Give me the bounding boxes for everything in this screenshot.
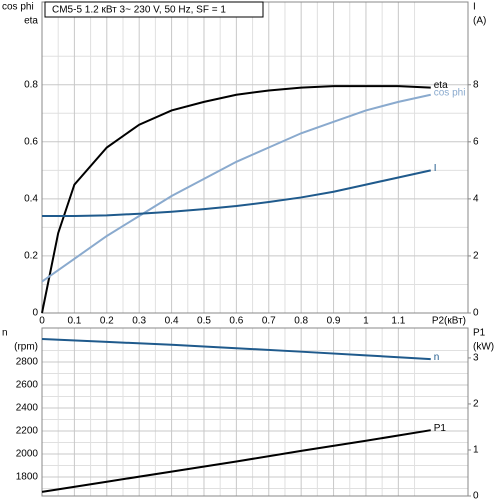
x-tick-label: 0.3 [132,316,146,327]
x-tick-label: 0.4 [165,316,179,327]
y-axis-label: eta [24,16,38,27]
series-line [42,169,431,217]
series-line [41,85,431,314]
y-tick-label: 2400 [16,403,39,414]
y2-tick-label: 2 [473,251,479,262]
series-label: P1 [434,423,447,434]
y-tick-label: 0.8 [24,79,38,90]
plot-area [42,2,468,313]
y2-tick-label: 2 [473,399,479,410]
y2-tick-label: 6 [473,136,479,147]
y2-axis-label: P1 [473,328,486,339]
y2-axis-label: (A) [473,16,486,27]
chart-title: CM5-5 1.2 кВт 3~ 230 V, 50 Hz, SF = 1 [52,5,226,16]
y-axis-label: (rpm) [14,342,38,353]
y-tick-label: 2600 [16,380,39,391]
series-line [41,93,431,283]
series-label: cos phi [434,87,466,98]
y2-tick-label: 1 [473,445,479,456]
y2-axis-label: I [473,2,476,13]
y-tick-label: 0 [32,308,38,319]
y2-tick-label: 0 [473,491,479,500]
series-line [41,338,431,361]
y2-axis-label: (kW) [473,342,494,353]
y-axis-label: cos phi [2,2,34,13]
y2-tick-label: 8 [473,79,479,90]
x-axis-label: P2(кВт) [432,316,466,327]
x-tick-label: 1.1 [391,316,405,327]
x-tick-label: 0.5 [197,316,211,327]
series-line [41,429,431,493]
x-tick-label: 0.8 [294,316,308,327]
series-label: I [434,163,437,174]
y-tick-label: 2800 [16,357,39,368]
y2-tick-label: 4 [473,194,479,205]
x-tick-label: 0.1 [67,316,81,327]
plot-border [41,327,469,497]
x-tick-label: 1 [363,316,369,327]
y-tick-label: 0.6 [24,136,38,147]
x-tick-label: 0.2 [100,316,114,327]
x-tick-label: 0 [39,316,45,327]
plot-area [42,328,468,496]
x-tick-label: 0.6 [229,316,243,327]
y-tick-label: 0.4 [24,194,38,205]
series-label: n [434,352,440,363]
y2-tick-label: 3 [473,353,479,364]
y-axis-label: n [2,328,8,339]
series-label: eta [434,80,448,91]
title-box [44,1,264,18]
y2-tick-label: 0 [473,308,479,319]
y-tick-label: 2200 [16,426,39,437]
x-tick-label: 0.7 [262,316,276,327]
y-tick-label: 1800 [16,472,39,483]
y-tick-label: 2000 [16,449,39,460]
y-tick-label: 0.2 [24,251,38,262]
x-tick-label: 0.9 [327,316,341,327]
